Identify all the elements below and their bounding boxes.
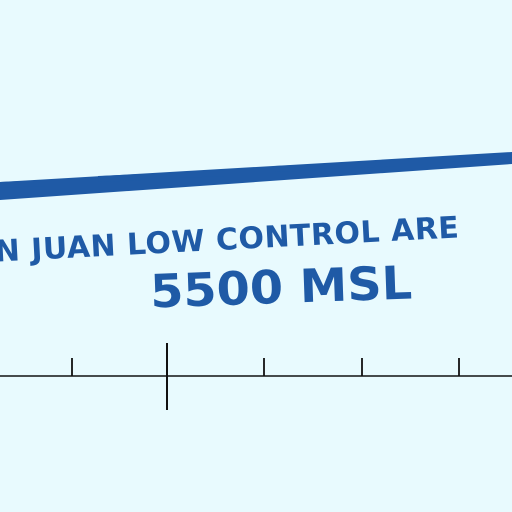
control-area-boundary-band (0, 152, 512, 200)
control-area-boundary-teeth (0, 154, 500, 188)
boundary-tooth (352, 160, 396, 168)
boundary-tooth (98, 174, 142, 182)
boundary-tooth (0, 180, 45, 188)
boundary-tooth (452, 154, 500, 162)
boundary-tooth (180, 170, 224, 178)
altitude-label: 5500 MSL (149, 255, 413, 318)
scale-line (0, 343, 512, 410)
boundary-tooth (275, 164, 318, 172)
